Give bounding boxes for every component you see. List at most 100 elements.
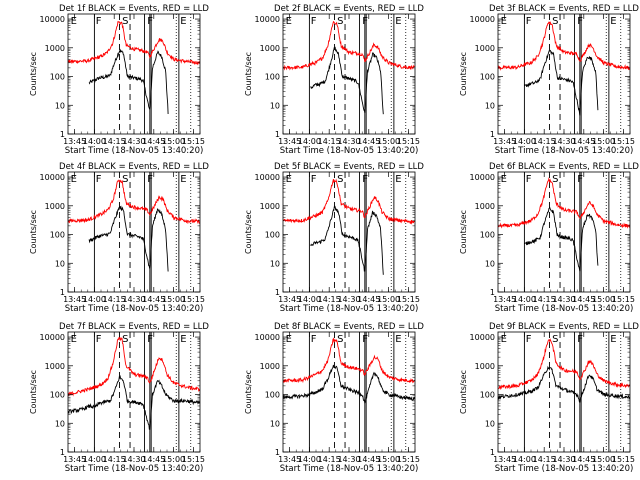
x-tick-label: 15:15 xyxy=(397,137,420,146)
detector-panel: Det 8f BLACK = Events, RED = LLD E F S F E 1 10… xyxy=(244,322,424,474)
interval-marker-letter: S xyxy=(337,174,343,185)
y-tick-label: 1000 xyxy=(475,202,495,211)
panel-title: Det 7f BLACK = Events, RED = LLD xyxy=(59,322,209,332)
y-tick-label: 100 xyxy=(265,73,280,82)
y-axis-label: Counts/sec xyxy=(244,210,253,254)
plot-frame xyxy=(497,13,631,135)
x-tick-label: 13:45 xyxy=(493,455,516,464)
events-series-line xyxy=(88,205,169,272)
interval-marker-letter: E xyxy=(286,16,292,27)
interval-marker-letter: F xyxy=(147,16,153,27)
x-tick-label: 15:15 xyxy=(612,295,635,304)
plot-frame xyxy=(282,13,416,135)
lld-series-line xyxy=(498,21,630,71)
x-tick-label: 14:30 xyxy=(122,455,145,464)
interval-marker-letter: E xyxy=(180,334,186,345)
interval-marker-letter: E xyxy=(180,16,186,27)
events-series-line xyxy=(524,206,599,272)
y-tick-label: 1000 xyxy=(260,44,280,53)
interval-marker-letter: F xyxy=(311,174,317,185)
y-tick-label: 10 xyxy=(485,259,495,268)
detector-panel: Det 9f BLACK = Events, RED = LLD E F S F E 1 10… xyxy=(459,322,639,474)
x-tick-label: 14:15 xyxy=(318,455,341,464)
y-tick-label: 1000 xyxy=(475,362,495,371)
x-tick-label: 15:15 xyxy=(182,455,205,464)
lld-series-line xyxy=(283,337,415,384)
detector-panel: Det 6f BLACK = Events, RED = LLD E F S F E 1 10… xyxy=(459,162,639,314)
x-tick-label: 14:00 xyxy=(513,455,536,464)
events-series-line xyxy=(498,365,630,403)
y-tick-label: 10000 xyxy=(470,333,495,342)
x-tick-label: 14:45 xyxy=(572,137,595,146)
interval-marker-letter: E xyxy=(501,16,507,27)
y-tick-label: 100 xyxy=(50,73,65,82)
interval-marker-letter: S xyxy=(122,174,128,185)
x-axis-label: Start Time (18-Nov-05 13:40:20) xyxy=(280,464,419,474)
x-tick-label: 14:30 xyxy=(337,295,360,304)
x-tick-label: 14:15 xyxy=(533,137,556,146)
x-axis-label: Start Time (18-Nov-05 13:40:20) xyxy=(495,304,634,314)
x-tick-label: 14:30 xyxy=(337,137,360,146)
panel-title: Det 4f BLACK = Events, RED = LLD xyxy=(59,162,209,172)
interval-marker-letter: E xyxy=(395,334,401,345)
y-tick-label: 1 xyxy=(60,288,65,297)
y-tick-label: 10000 xyxy=(470,173,495,182)
x-tick-label: 15:15 xyxy=(612,137,635,146)
x-tick-label: 15:00 xyxy=(377,295,400,304)
interval-marker-letter: E xyxy=(71,174,77,185)
x-tick-label: 14:00 xyxy=(83,137,106,146)
plot-frame xyxy=(282,331,416,453)
x-tick-label: 14:45 xyxy=(357,295,380,304)
x-tick-label: 14:00 xyxy=(298,137,321,146)
events-series-line xyxy=(283,364,415,404)
interval-marker-letter: F xyxy=(362,174,368,185)
x-tick-label: 13:45 xyxy=(63,455,86,464)
x-tick-label: 14:15 xyxy=(533,455,556,464)
y-tick-label: 100 xyxy=(480,391,495,400)
y-tick-label: 10000 xyxy=(40,333,65,342)
interval-marker-letter: F xyxy=(577,334,583,345)
y-tick-label: 10000 xyxy=(40,173,65,182)
y-tick-label: 100 xyxy=(50,391,65,400)
y-tick-label: 1000 xyxy=(45,202,65,211)
y-tick-label: 1000 xyxy=(260,362,280,371)
x-tick-label: 13:45 xyxy=(278,295,301,304)
x-tick-label: 14:30 xyxy=(552,137,575,146)
panel-title: Det 5f BLACK = Events, RED = LLD xyxy=(274,162,424,172)
y-tick-label: 1000 xyxy=(45,362,65,371)
interval-marker-letter: E xyxy=(501,174,507,185)
interval-marker-letter: S xyxy=(552,334,558,345)
plot-frame xyxy=(67,171,201,293)
y-tick-label: 10 xyxy=(485,101,495,110)
x-tick-label: 14:30 xyxy=(122,295,145,304)
y-tick-label: 10000 xyxy=(40,15,65,24)
panel-title: Det 1f BLACK = Events, RED = LLD xyxy=(59,4,209,14)
x-tick-label: 14:15 xyxy=(103,455,126,464)
x-tick-label: 15:00 xyxy=(592,137,615,146)
x-tick-label: 15:00 xyxy=(377,137,400,146)
x-tick-label: 13:45 xyxy=(63,137,86,146)
interval-marker-letter: F xyxy=(147,334,153,345)
interval-marker-letter: F xyxy=(362,334,368,345)
x-tick-label: 14:30 xyxy=(552,455,575,464)
interval-marker-letter: E xyxy=(180,174,186,185)
events-series-line xyxy=(523,49,599,116)
x-tick-label: 15:15 xyxy=(182,295,205,304)
interval-marker-letter: S xyxy=(552,174,558,185)
x-tick-label: 14:45 xyxy=(142,295,165,304)
x-axis-label: Start Time (18-Nov-05 13:40:20) xyxy=(495,146,634,156)
interval-marker-letter: F xyxy=(577,16,583,27)
x-axis-label: Start Time (18-Nov-05 13:40:20) xyxy=(280,304,419,314)
y-axis-label: Counts/sec xyxy=(29,370,38,414)
events-series-line xyxy=(88,48,169,115)
y-axis-label: Counts/sec xyxy=(459,210,468,254)
x-tick-label: 15:15 xyxy=(612,455,635,464)
x-tick-label: 14:45 xyxy=(572,295,595,304)
detector-panel: Det 1f BLACK = Events, RED = LLD E F S F E 1 10… xyxy=(29,4,209,156)
interval-marker-letter: F xyxy=(526,16,532,27)
x-tick-label: 15:00 xyxy=(592,455,615,464)
x-tick-label: 14:15 xyxy=(533,295,556,304)
y-tick-label: 100 xyxy=(265,231,280,240)
x-tick-label: 15:00 xyxy=(162,455,185,464)
x-tick-label: 14:45 xyxy=(572,455,595,464)
